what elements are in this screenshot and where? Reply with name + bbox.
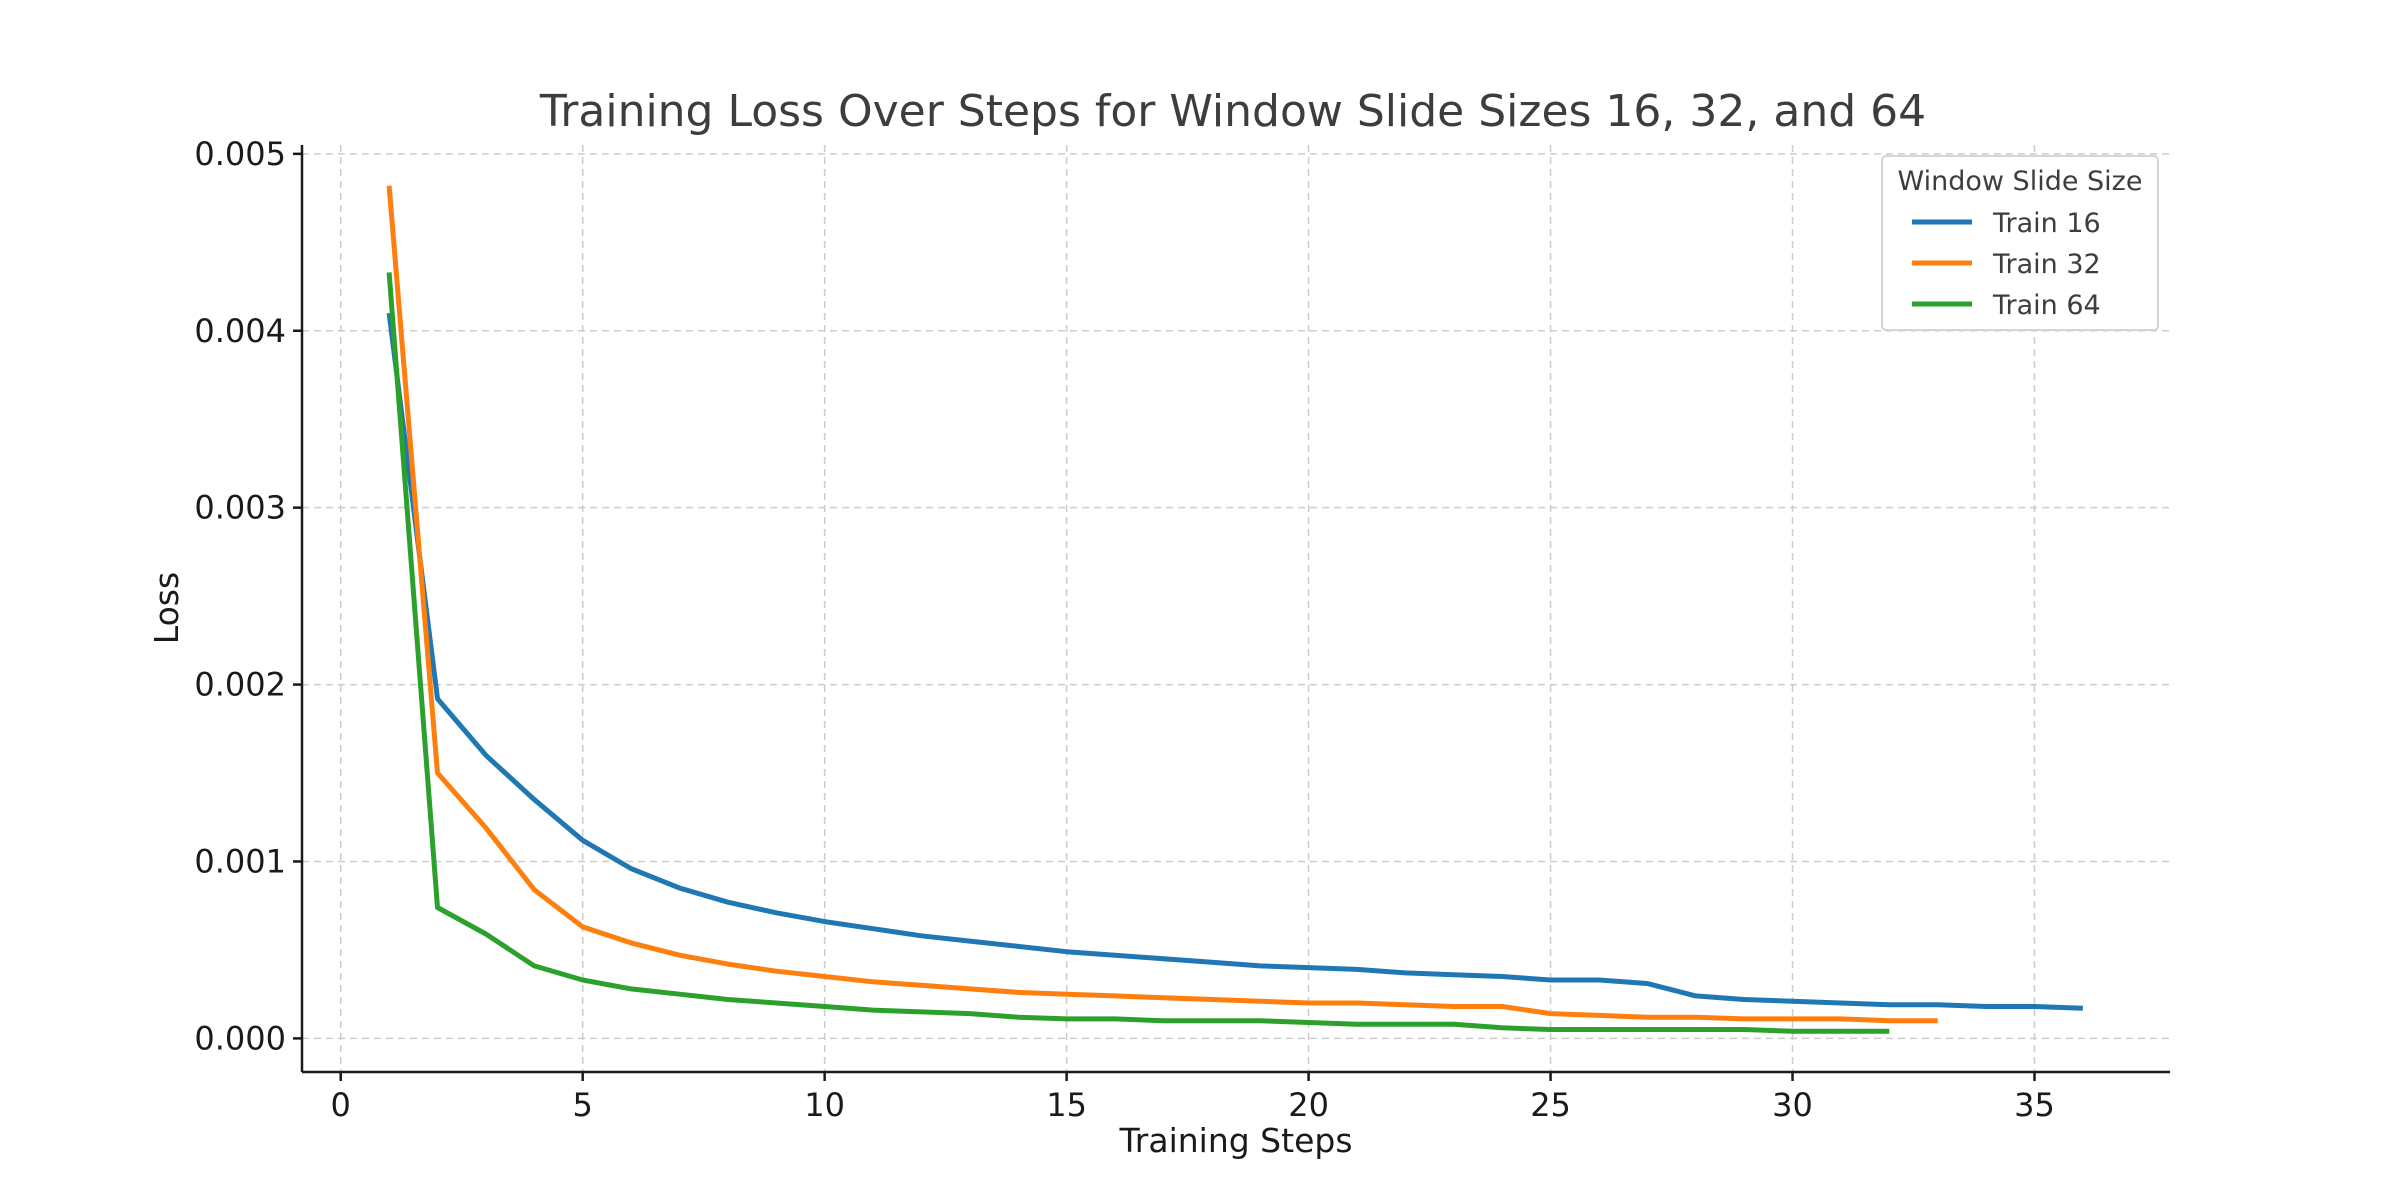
x-tick-label: 35 xyxy=(2014,1086,2055,1124)
series-lines xyxy=(386,185,2083,1034)
x-tick-label: 15 xyxy=(1046,1086,1087,1124)
series-line-train-16 xyxy=(386,312,2083,1011)
y-tick-label: 0.001 xyxy=(194,842,286,880)
y-tick-label: 0.000 xyxy=(194,1019,286,1057)
legend-frame xyxy=(1881,155,2159,331)
axes xyxy=(300,145,2170,1074)
legend-label: Train 64 xyxy=(1992,290,2101,321)
x-tick-label: 20 xyxy=(1288,1086,1329,1124)
legend-title: Window Slide Size xyxy=(1898,166,2143,197)
y-axis-ticks: 0.000 0.001 0.002 0.003 0.004 0.005 xyxy=(194,135,302,1057)
series-line-train-64 xyxy=(386,272,1890,1034)
series-line-train-32 xyxy=(386,185,1938,1024)
x-tick-label: 10 xyxy=(804,1086,845,1124)
legend-label: Train 32 xyxy=(1992,249,2101,280)
legend-label: Train 16 xyxy=(1992,208,2101,239)
y-tick-label: 0.003 xyxy=(194,489,286,527)
legend-items: Train 16 Train 32 Train 64 xyxy=(1912,208,2101,321)
grid-lines xyxy=(302,145,2170,1072)
y-tick-label: 0.004 xyxy=(194,312,286,350)
y-axis-label: Loss xyxy=(147,572,186,644)
y-tick-label: 0.005 xyxy=(194,135,286,173)
x-axis-ticks: 0 5 10 15 20 25 30 35 xyxy=(331,1072,2055,1124)
x-tick-label: 30 xyxy=(1772,1086,1813,1124)
y-tick-label: 0.002 xyxy=(194,666,286,704)
x-axis-label: Training Steps xyxy=(1118,1121,1352,1160)
chart-title: Training Loss Over Steps for Window Slid… xyxy=(539,86,1926,137)
x-tick-label: 0 xyxy=(331,1086,351,1124)
x-tick-label: 25 xyxy=(1530,1086,1571,1124)
x-tick-label: 5 xyxy=(573,1086,593,1124)
